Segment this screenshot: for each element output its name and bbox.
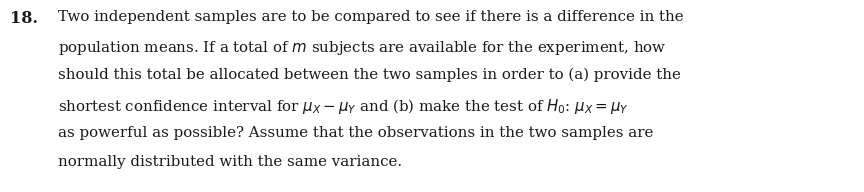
Text: as powerful as possible? Assume that the observations in the two samples are: as powerful as possible? Assume that the…: [58, 126, 653, 140]
Text: population means. If a total of $m$ subjects are available for the experiment, h: population means. If a total of $m$ subj…: [58, 39, 666, 57]
Text: Two independent samples are to be compared to see if there is a difference in th: Two independent samples are to be compar…: [58, 10, 683, 24]
Text: should this total be allocated between the two samples in order to (a) provide t: should this total be allocated between t…: [58, 68, 681, 82]
Text: shortest confidence interval for $\mu_X - \mu_Y$ and (b) make the test of $H_0$:: shortest confidence interval for $\mu_X …: [58, 97, 629, 116]
Text: 18.: 18.: [10, 10, 38, 27]
Text: normally distributed with the same variance.: normally distributed with the same varia…: [58, 155, 402, 169]
